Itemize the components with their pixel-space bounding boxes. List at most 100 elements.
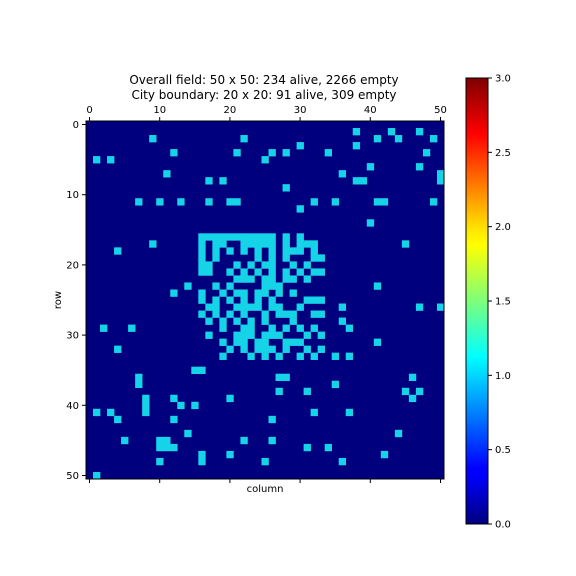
alive-cell (184, 282, 191, 289)
alive-cell (219, 233, 226, 240)
alive-cell (240, 240, 247, 247)
alive-cell (360, 177, 367, 184)
x-tick-label-top: 40 (364, 105, 377, 116)
alive-cell (297, 247, 304, 254)
alive-cell (219, 177, 226, 184)
alive-cell (254, 233, 261, 240)
alive-cell (233, 304, 240, 311)
alive-cell (212, 311, 219, 318)
alive-cell (261, 233, 268, 240)
alive-cell (247, 275, 254, 282)
alive-cell (226, 346, 233, 353)
colorbar-tick-label: 2.0 (495, 222, 511, 233)
alive-cell (290, 318, 297, 325)
alive-cell (93, 472, 100, 479)
alive-cell (233, 261, 240, 268)
alive-cell (170, 416, 177, 423)
alive-cell (240, 304, 247, 311)
alive-cell (240, 275, 247, 282)
alive-cell (240, 339, 247, 346)
alive-cell (205, 261, 212, 268)
alive-cell (226, 451, 233, 458)
alive-cell (226, 233, 233, 240)
alive-cell (198, 268, 205, 275)
alive-cell (339, 318, 346, 325)
alive-cell (198, 296, 205, 303)
alive-cell (233, 275, 240, 282)
alive-cell (226, 395, 233, 402)
alive-cell (304, 388, 311, 395)
alive-cell (254, 346, 261, 353)
alive-cell (156, 458, 163, 465)
alive-cell (430, 198, 437, 205)
alive-cell (261, 240, 268, 247)
alive-cell (395, 430, 402, 437)
alive-cell (430, 135, 437, 142)
alive-cell (269, 416, 276, 423)
alive-cell (276, 374, 283, 381)
alive-cell (254, 254, 261, 261)
alive-cell (339, 170, 346, 177)
alive-cell (156, 198, 163, 205)
alive-cell (374, 339, 381, 346)
colorbar-tick-label: 2.5 (495, 148, 511, 159)
alive-cell (311, 198, 318, 205)
alive-cell (198, 458, 205, 465)
alive-cell (170, 149, 177, 156)
alive-cell (276, 311, 283, 318)
alive-cell (149, 240, 156, 247)
alive-cell (240, 247, 247, 254)
alive-cell (128, 325, 135, 332)
alive-cell (219, 318, 226, 325)
alive-cell (346, 325, 353, 332)
alive-cell (388, 128, 395, 135)
x-tick-label-top: 0 (86, 105, 92, 116)
alive-cell (170, 395, 177, 402)
alive-cell (205, 332, 212, 339)
alive-cell (198, 311, 205, 318)
alive-cell (290, 289, 297, 296)
alive-cell (226, 311, 233, 318)
alive-cell (240, 346, 247, 353)
colorbar-tick-label: 3.0 (495, 74, 511, 85)
alive-cell (381, 451, 388, 458)
x-axis-bottom (90, 479, 441, 483)
alive-cell (254, 247, 261, 254)
alive-cell (332, 353, 339, 360)
alive-cell (198, 247, 205, 254)
alive-cell (290, 261, 297, 268)
alive-cell (283, 233, 290, 240)
alive-cell (290, 339, 297, 346)
alive-cell (205, 304, 212, 311)
alive-cell (233, 318, 240, 325)
alive-cell (339, 304, 346, 311)
alive-cell (269, 437, 276, 444)
alive-cell (156, 437, 163, 444)
alive-cell (276, 289, 283, 296)
alive-cell (233, 198, 240, 205)
alive-cell (163, 170, 170, 177)
alive-cell (318, 268, 325, 275)
alive-cell (240, 437, 247, 444)
alive-cell (290, 311, 297, 318)
y-axis-label: row (53, 291, 64, 309)
alive-cell (240, 332, 247, 339)
alive-cell (269, 304, 276, 311)
alive-cell (135, 374, 142, 381)
alive-cell (318, 311, 325, 318)
alive-cell (367, 163, 374, 170)
alive-cell (276, 282, 283, 289)
alive-cell (254, 268, 261, 275)
alive-cell (311, 353, 318, 360)
alive-cell (269, 268, 276, 275)
alive-cell (325, 149, 332, 156)
alive-cell (100, 325, 107, 332)
alive-cell (311, 247, 318, 254)
x-axis-label: column (247, 484, 284, 495)
alive-cell (374, 198, 381, 205)
alive-cell (212, 296, 219, 303)
alive-cell (114, 416, 121, 423)
alive-cell (261, 311, 268, 318)
alive-cell (304, 296, 311, 303)
